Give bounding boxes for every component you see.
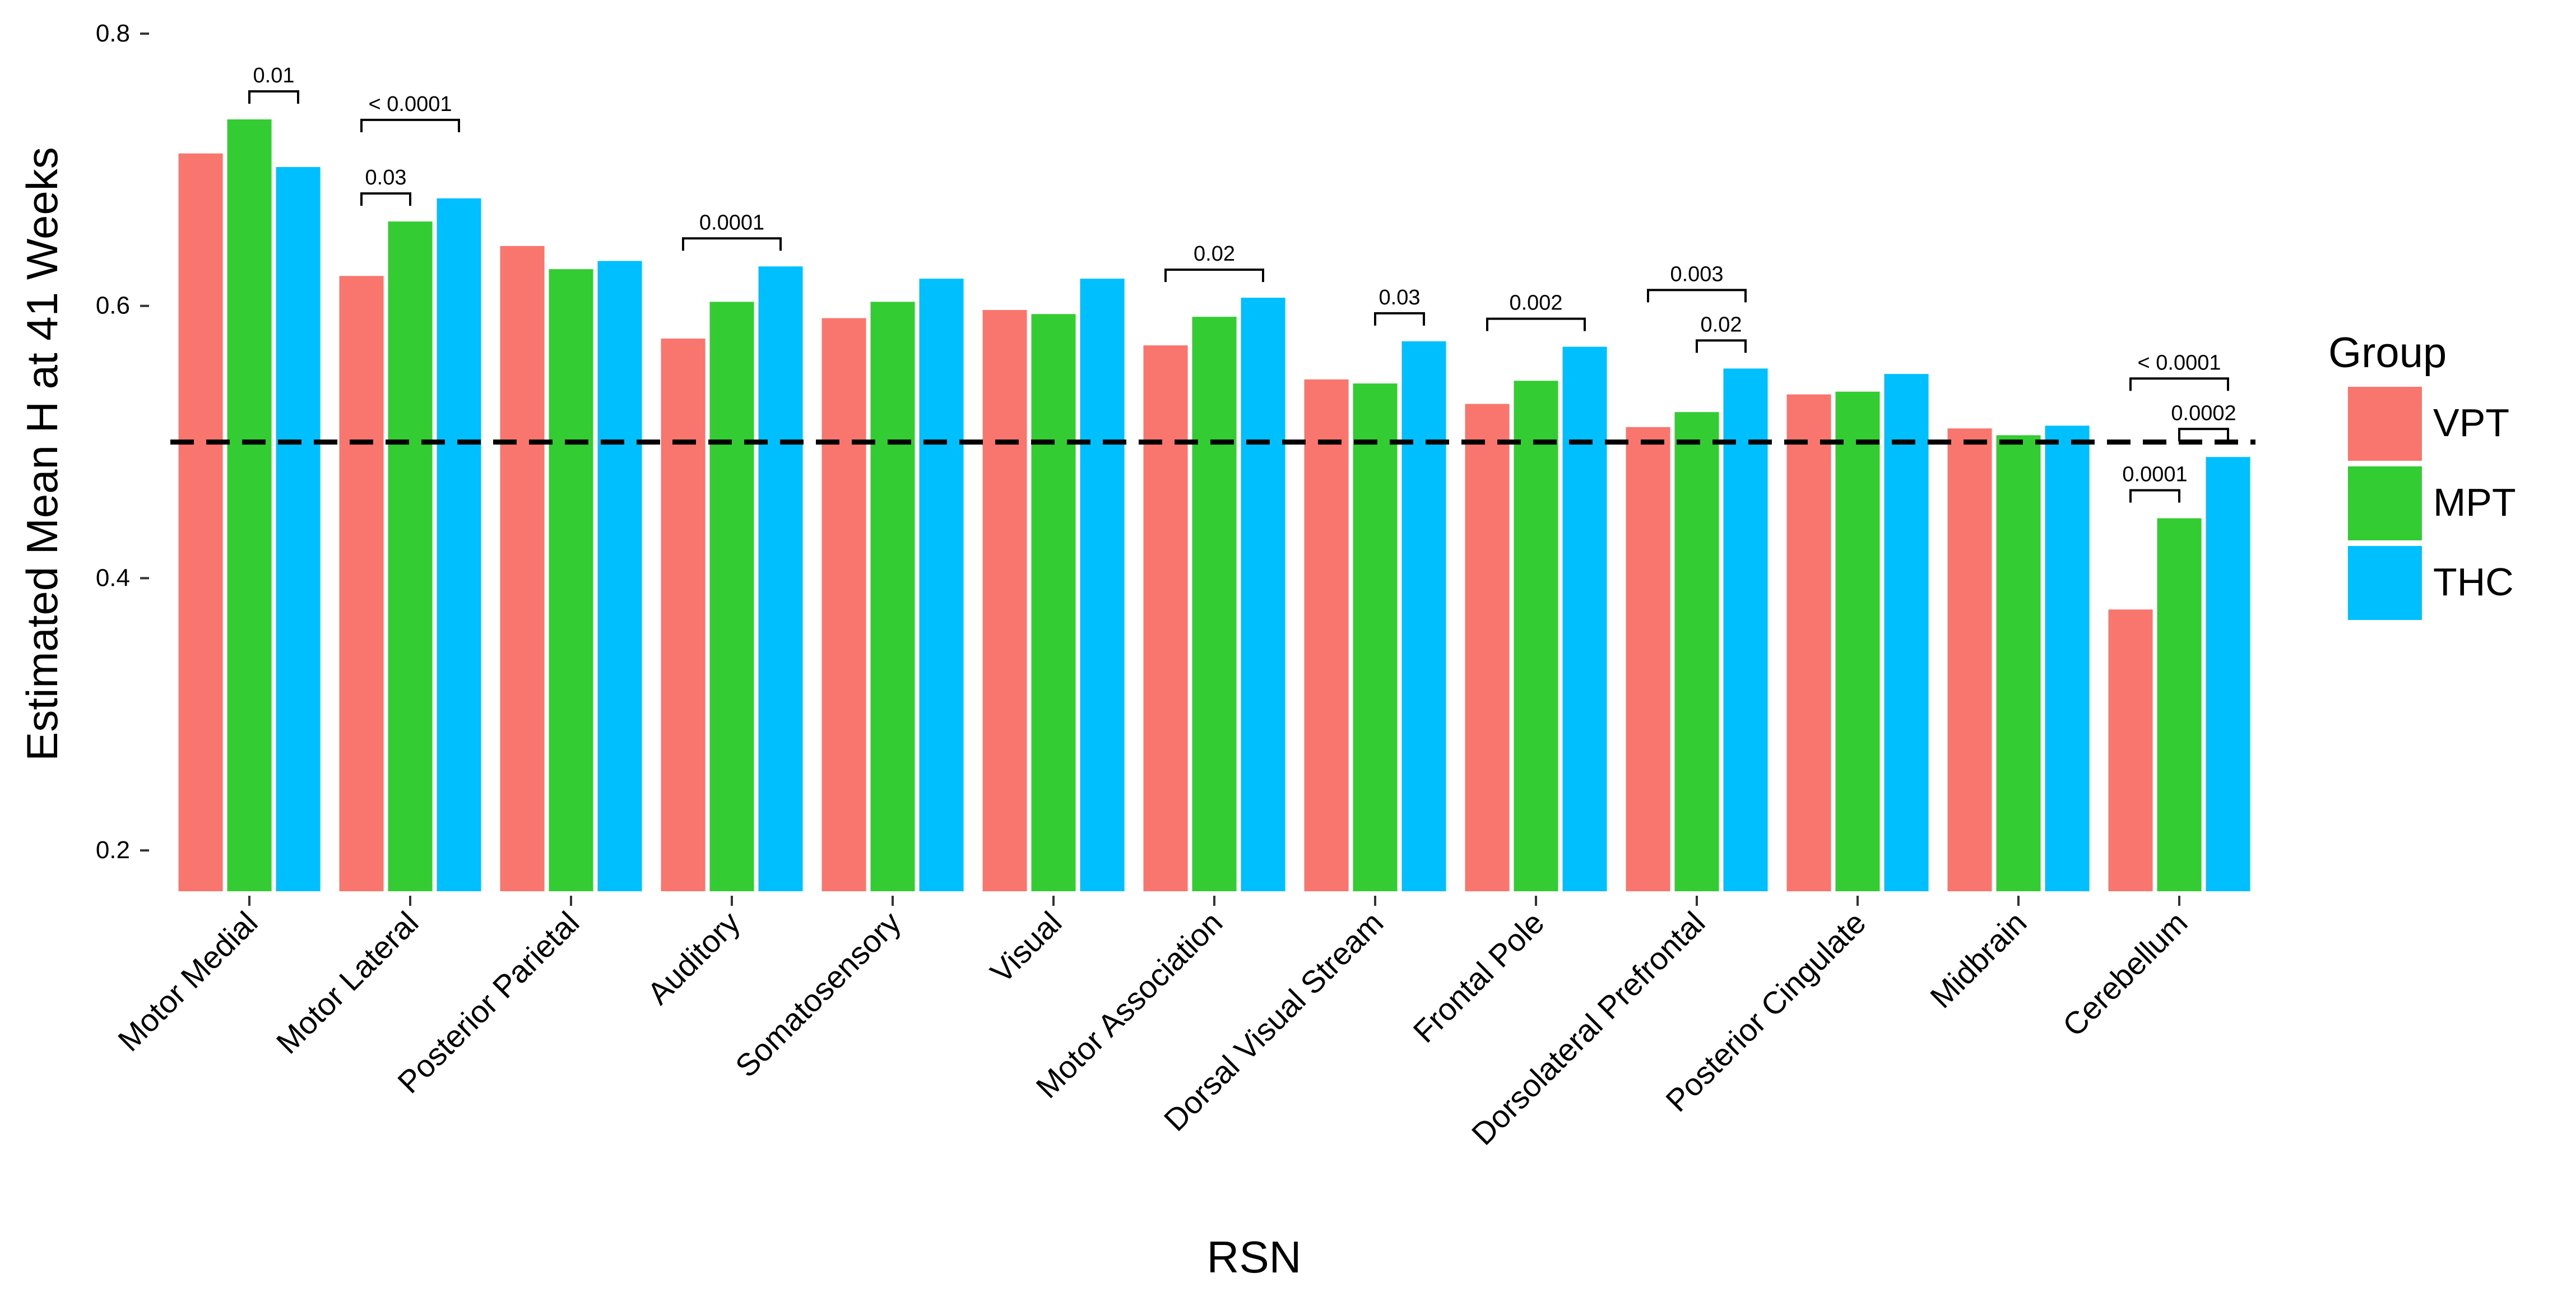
- x-tick-label: Motor Lateral: [270, 905, 425, 1061]
- bar-mpt-motor-association: [1192, 317, 1237, 892]
- bar-vpt-dorsal-visual-stream: [1304, 379, 1349, 891]
- legend-key-mpt: [2348, 466, 2422, 540]
- legend-key-vpt: [2348, 387, 2422, 461]
- x-tick-label: Midbrain: [1923, 905, 2033, 1015]
- bar-mpt-visual: [1031, 314, 1076, 892]
- significance-bracket: [360, 118, 460, 132]
- significance-bracket: [2129, 377, 2229, 391]
- legend-key-thc: [2348, 546, 2422, 620]
- y-tick-label: 0.8: [96, 20, 130, 47]
- x-axis-title: RSN: [1207, 1232, 1302, 1282]
- p-value-label: 0.002: [1509, 291, 1562, 315]
- bar-vpt-cerebellum: [2108, 609, 2153, 891]
- x-tick-label: Visual: [983, 905, 1069, 990]
- legend-label-mpt: MPT: [2433, 480, 2516, 524]
- bar-vpt-posterior-parietal: [500, 246, 545, 891]
- bar-vpt-posterior-cingulate: [1786, 394, 1831, 891]
- p-value-label: < 0.0001: [2138, 351, 2221, 374]
- legend-label-vpt: VPT: [2433, 401, 2509, 445]
- bar-thc-auditory: [758, 266, 803, 892]
- bar-thc-visual: [1080, 279, 1125, 892]
- p-value-label: 0.003: [1670, 262, 1723, 286]
- significance-bracket: [1486, 317, 1586, 331]
- bar-mpt-cerebellum: [2157, 518, 2202, 891]
- bar-mpt-dorsal-visual-stream: [1353, 383, 1398, 891]
- bar-thc-frontal-pole: [1562, 346, 1607, 891]
- significance-bracket: [1647, 289, 1747, 303]
- bar-vpt-auditory: [661, 339, 706, 891]
- bar-thc-motor-lateral: [437, 198, 481, 891]
- significance-bracket: [360, 192, 411, 206]
- bar-vpt-somatosensory: [821, 318, 866, 891]
- legend-label-thc: THC: [2433, 560, 2514, 604]
- bar-vpt-motor-lateral: [339, 276, 384, 892]
- p-value-label: 0.03: [365, 166, 407, 189]
- significance-bracket: [1374, 312, 1425, 326]
- bar-thc-dorsolateral-prefrontal: [1723, 368, 1768, 891]
- significance-bracket: [248, 90, 299, 104]
- y-tick-label: 0.4: [96, 564, 130, 591]
- p-value-label: < 0.0001: [369, 92, 452, 116]
- x-tick-label: Cerebellum: [2055, 905, 2194, 1043]
- significance-bracket: [2129, 489, 2180, 503]
- x-tick-label: Somatosensory: [728, 905, 908, 1084]
- bar-vpt-midbrain: [1947, 428, 1992, 891]
- p-value-label: 0.01: [253, 64, 295, 87]
- bar-mpt-motor-lateral: [388, 221, 433, 892]
- bar-vpt-dorsolateral-prefrontal: [1626, 427, 1670, 891]
- p-value-label: 0.02: [1701, 313, 1742, 336]
- bar-vpt-motor-association: [1143, 345, 1188, 891]
- p-value-label: 0.0001: [2122, 463, 2187, 487]
- bar-vpt-motor-medial: [178, 153, 223, 891]
- p-value-label: 0.03: [1379, 286, 1421, 309]
- y-tick-label: 0.6: [96, 292, 130, 320]
- x-tick-label: Motor Medial: [111, 905, 264, 1058]
- bar-vpt-frontal-pole: [1465, 404, 1510, 891]
- y-axis-title: Estimated Mean H at 41 Weeks: [17, 147, 67, 761]
- bar-mpt-posterior-parietal: [549, 269, 593, 892]
- bar-thc-motor-medial: [276, 167, 321, 891]
- legend-title: Group: [2328, 329, 2447, 377]
- bar-mpt-auditory: [709, 302, 754, 891]
- bar-mpt-motor-medial: [227, 119, 272, 891]
- p-value-label: 0.0002: [2171, 401, 2236, 425]
- bar-thc-somatosensory: [919, 279, 964, 892]
- bar-thc-midbrain: [2045, 425, 2090, 891]
- bar-thc-dorsal-visual-stream: [1401, 341, 1446, 891]
- bar-mpt-dorsolateral-prefrontal: [1674, 412, 1719, 891]
- significance-bracket: [682, 237, 782, 251]
- bar-thc-motor-association: [1241, 298, 1285, 892]
- y-tick-label: 0.2: [96, 836, 130, 864]
- bar-thc-posterior-cingulate: [1884, 374, 1929, 891]
- bar-mpt-frontal-pole: [1514, 381, 1558, 891]
- bar-mpt-midbrain: [1996, 435, 2041, 891]
- bar-mpt-somatosensory: [870, 302, 915, 891]
- bar-vpt-visual: [982, 310, 1027, 891]
- x-tick-label: Auditory: [640, 905, 747, 1011]
- p-value-label: 0.02: [1194, 242, 1235, 266]
- bar-thc-cerebellum: [2206, 457, 2250, 891]
- bar-thc-posterior-parietal: [597, 261, 642, 892]
- p-value-label: 0.0001: [699, 211, 764, 234]
- bar-mpt-posterior-cingulate: [1835, 391, 1880, 891]
- x-tick-label: Frontal Pole: [1406, 905, 1551, 1049]
- significance-bracket: [2178, 428, 2229, 442]
- significance-bracket: [1164, 269, 1264, 283]
- significance-bracket: [1696, 339, 1747, 353]
